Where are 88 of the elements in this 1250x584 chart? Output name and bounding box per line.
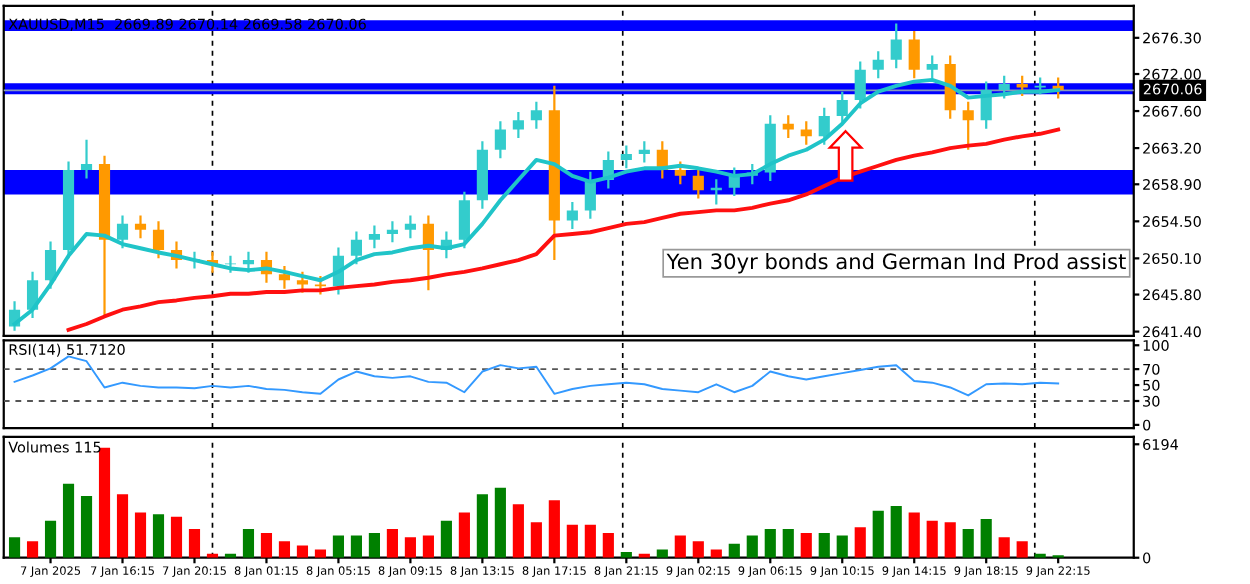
bar	[944, 522, 956, 558]
candlestick	[620, 144, 632, 170]
bar	[980, 519, 992, 558]
candlestick	[692, 166, 704, 200]
bar	[674, 535, 686, 558]
candlestick	[674, 160, 686, 186]
bar	[296, 545, 309, 558]
bar	[440, 520, 452, 558]
bar	[44, 520, 57, 558]
candlestick	[890, 22, 902, 70]
candlestick	[152, 220, 165, 260]
bar	[404, 537, 416, 558]
candlestick	[386, 220, 398, 244]
bar	[818, 532, 830, 558]
bar	[926, 520, 938, 558]
candlestick	[908, 29, 920, 80]
bar	[368, 532, 380, 558]
candlestick	[494, 120, 506, 160]
bar	[836, 535, 848, 558]
bar	[548, 500, 560, 558]
bar	[602, 532, 614, 558]
candlestick	[818, 106, 830, 146]
bar	[152, 514, 165, 558]
bar	[170, 516, 183, 558]
candlestick	[458, 190, 470, 250]
bar	[494, 487, 506, 558]
bar	[260, 532, 273, 558]
bar	[476, 494, 488, 558]
bar	[188, 528, 201, 558]
candlestick	[296, 270, 309, 294]
bar	[566, 524, 578, 558]
bar	[908, 512, 920, 558]
candlestick	[854, 60, 866, 110]
bar	[80, 495, 93, 558]
bar	[710, 549, 722, 558]
bar	[116, 494, 129, 558]
bar	[728, 543, 740, 558]
bar	[62, 483, 75, 558]
bar	[278, 541, 291, 558]
candlestick	[278, 264, 291, 290]
candlestick	[314, 274, 327, 296]
bar	[134, 512, 147, 558]
bar	[782, 528, 794, 558]
candlestick	[998, 74, 1010, 100]
bar	[8, 537, 21, 558]
bar	[458, 512, 470, 558]
candlestick	[836, 90, 848, 126]
bar	[872, 510, 884, 558]
bar	[998, 537, 1010, 558]
candlestick	[134, 214, 147, 240]
bar	[800, 532, 812, 558]
bar	[332, 535, 345, 558]
bar	[350, 535, 362, 558]
bar	[656, 549, 668, 558]
bar	[764, 528, 776, 558]
candlestick	[872, 50, 884, 80]
candlestick	[350, 230, 362, 266]
bar	[1016, 541, 1028, 558]
bar	[584, 524, 596, 558]
line-series	[13, 355, 1060, 397]
bar	[242, 528, 255, 558]
bar	[962, 528, 974, 558]
bar	[512, 504, 524, 558]
bar	[98, 447, 111, 558]
candlestick	[242, 250, 255, 274]
candlestick	[512, 110, 524, 140]
candlestick	[530, 100, 542, 130]
bar	[854, 527, 866, 558]
bar	[530, 522, 542, 558]
annotation: Yen 30yr bonds and German Ind Prod assist	[666, 252, 1126, 274]
candlestick	[44, 240, 57, 290]
bar	[890, 505, 902, 558]
bar	[422, 535, 434, 558]
candlestick	[566, 200, 578, 231]
line-series	[66, 127, 1061, 332]
candlestick	[638, 140, 650, 164]
candlestick	[962, 100, 974, 151]
bar	[314, 549, 327, 558]
bar	[692, 541, 704, 558]
candlestick	[80, 138, 93, 180]
bar	[746, 535, 758, 558]
candlestick	[368, 224, 380, 250]
candlestick	[116, 214, 129, 250]
candlestick	[404, 214, 416, 240]
bar	[386, 528, 398, 558]
bar	[26, 541, 39, 558]
candlestick	[926, 54, 938, 80]
candlestick	[782, 114, 794, 140]
